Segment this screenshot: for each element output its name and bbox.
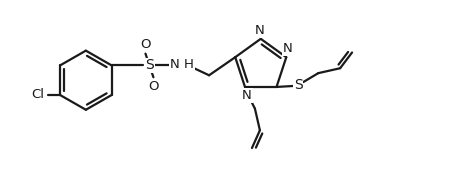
Text: S: S [294, 78, 303, 92]
Text: S: S [145, 58, 154, 72]
Text: N: N [242, 89, 252, 102]
Text: N: N [283, 42, 292, 55]
Text: N: N [255, 24, 265, 37]
Text: N: N [170, 58, 179, 71]
Text: Cl: Cl [31, 89, 44, 102]
Text: O: O [148, 80, 159, 93]
Text: H: H [184, 58, 194, 71]
Text: O: O [140, 38, 151, 51]
